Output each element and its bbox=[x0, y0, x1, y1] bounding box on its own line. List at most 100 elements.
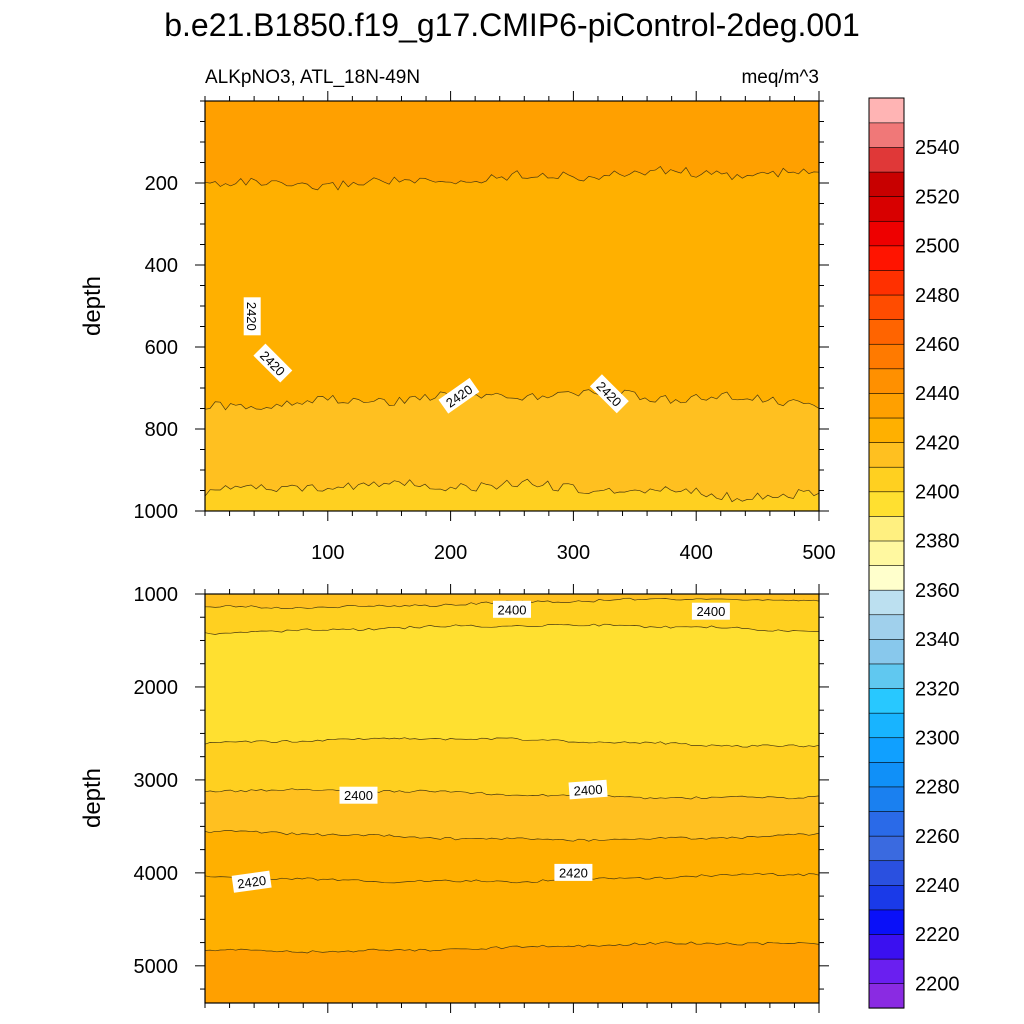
lower-panel: 2400 2400 2400 2400 2420 2420 1000 2000 3000 400… bbox=[79, 584, 829, 1013]
units-label: meq/m^3 bbox=[741, 67, 819, 88]
colorbar-swatch bbox=[868, 884, 905, 911]
colorbar-tick-label: 2440 bbox=[915, 383, 960, 405]
colorbar-swatch bbox=[868, 761, 905, 788]
x-tick-label: 400 bbox=[680, 542, 713, 564]
y-tick-label: 4000 bbox=[134, 863, 179, 885]
contour-line bbox=[205, 623, 819, 635]
colorbar-tick-label: 2320 bbox=[915, 678, 960, 700]
contour-line bbox=[205, 872, 819, 884]
lower-y-axis-label: depth bbox=[79, 768, 106, 828]
colorbar-swatch bbox=[868, 564, 905, 591]
y-tick-label: 800 bbox=[145, 419, 178, 441]
x-tick-label: 200 bbox=[434, 542, 467, 564]
colorbar-swatch bbox=[868, 712, 905, 739]
x-tick-label: 300 bbox=[557, 542, 590, 564]
y-tick-label: 1000 bbox=[134, 584, 179, 606]
svg-text:2420: 2420 bbox=[236, 873, 267, 892]
svg-text:2400: 2400 bbox=[344, 788, 373, 803]
colorbar-tick-label: 2400 bbox=[915, 482, 960, 504]
lower-contour-lines bbox=[205, 597, 819, 954]
lower-contour-fill bbox=[205, 594, 819, 1003]
colorbar-swatch bbox=[868, 368, 905, 394]
colorbar-swatch bbox=[868, 933, 905, 960]
svg-text:2400: 2400 bbox=[498, 602, 527, 617]
colorbar-swatch bbox=[868, 835, 905, 862]
colorbar-swatch bbox=[868, 417, 905, 443]
colorbar-swatch bbox=[868, 786, 905, 812]
contour-label: 2400 bbox=[339, 786, 378, 804]
x-tick-label: 100 bbox=[311, 542, 344, 564]
svg-text:2420: 2420 bbox=[244, 302, 259, 331]
contour-line bbox=[205, 166, 819, 191]
colorbar-tick-label: 2500 bbox=[915, 236, 960, 258]
upper-contour-lines bbox=[205, 166, 819, 503]
contour-label: 2420 bbox=[554, 863, 593, 881]
colorbar-swatch bbox=[868, 614, 905, 640]
svg-text:2400: 2400 bbox=[573, 782, 603, 799]
colorbar-tick-label: 2460 bbox=[915, 334, 960, 356]
variable-label: ALKpNO3, ATL_18N-49N bbox=[205, 67, 420, 88]
colorbar-swatch bbox=[868, 392, 905, 419]
colorbar-swatch bbox=[868, 540, 905, 566]
colorbar-swatch bbox=[868, 860, 905, 886]
colorbar-swatch bbox=[868, 983, 905, 1009]
contour-label: 2420 bbox=[231, 870, 272, 893]
colorbar-tick-label: 2520 bbox=[915, 186, 960, 208]
contour-band bbox=[205, 941, 819, 1003]
lower-contour-labels: 2400 2400 2400 2400 2420 2420 bbox=[231, 600, 730, 893]
colorbar-swatch bbox=[868, 442, 905, 468]
colorbar-swatch bbox=[868, 589, 905, 616]
colorbar-tick-label: 2380 bbox=[915, 531, 960, 553]
y-tick-label: 400 bbox=[145, 255, 178, 277]
svg-text:2420: 2420 bbox=[559, 865, 588, 880]
colorbar-tick-label: 2280 bbox=[915, 777, 960, 799]
y-tick-label: 5000 bbox=[134, 956, 179, 978]
figure-title: b.e21.B1850.f19_g17.CMIP6-piControl-2deg… bbox=[164, 7, 860, 43]
y-tick-label: 600 bbox=[145, 337, 178, 359]
colorbar-swatch bbox=[868, 146, 905, 173]
contour-label: 2420 bbox=[243, 297, 261, 336]
y-tick-label: 2000 bbox=[134, 677, 179, 699]
colorbar-swatch bbox=[868, 810, 905, 837]
y-tick-label: 3000 bbox=[134, 770, 179, 792]
colorbar-tick-label: 2340 bbox=[915, 629, 960, 651]
colorbar-swatch bbox=[868, 122, 905, 148]
y-tick-label: 200 bbox=[145, 173, 178, 195]
contour-label: 2400 bbox=[493, 600, 531, 618]
colorbar-swatch bbox=[868, 269, 905, 296]
contour-band bbox=[205, 389, 819, 511]
colorbar-swatch bbox=[868, 687, 905, 714]
colorbar-swatch bbox=[868, 171, 905, 197]
colorbar-swatch bbox=[868, 294, 905, 320]
colorbar-tick-label: 2260 bbox=[915, 826, 960, 848]
colorbar-swatch bbox=[868, 515, 905, 542]
lower-plot-frame bbox=[204, 593, 820, 1004]
upper-contour-fill bbox=[205, 101, 819, 511]
colorbar-swatch bbox=[868, 343, 905, 370]
lower-axis-ticks: 1000 2000 3000 4000 5000 bbox=[134, 584, 829, 1013]
colorbar-swatch bbox=[868, 466, 905, 493]
colorbar-swatch bbox=[868, 737, 905, 763]
contour-line bbox=[205, 788, 819, 800]
contour-line bbox=[205, 478, 819, 503]
y-tick-label: 1000 bbox=[134, 501, 179, 523]
colorbar-swatch bbox=[868, 220, 905, 247]
colorbar-swatch bbox=[868, 663, 905, 689]
colorbar-tick-label: 2300 bbox=[915, 728, 960, 750]
colorbar-swatch bbox=[868, 491, 905, 517]
colorbar-swatch bbox=[868, 196, 905, 222]
colorbar-tick-label: 2540 bbox=[915, 137, 960, 159]
colorbar: 2200 2220 2240 2260 2280 2300 2320 2340 2360 2380… bbox=[868, 97, 960, 1009]
contour-line bbox=[205, 388, 819, 411]
upper-axis-ticks: 100 200 300 400 500 200 400 600 800 1000 bbox=[134, 91, 836, 564]
colorbar-tick-label: 2240 bbox=[915, 875, 960, 897]
colorbar-tick-label: 2480 bbox=[915, 285, 960, 307]
contour-line bbox=[205, 941, 819, 954]
contour-label: 2400 bbox=[568, 779, 608, 800]
colorbar-swatch bbox=[868, 319, 905, 345]
upper-y-axis-label: depth bbox=[79, 276, 106, 336]
svg-text:2400: 2400 bbox=[696, 604, 725, 619]
colorbar-tick-label: 2420 bbox=[915, 432, 960, 454]
